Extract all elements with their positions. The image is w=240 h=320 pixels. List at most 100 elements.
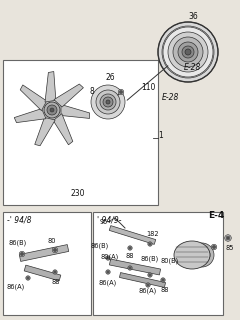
Circle shape [20,252,24,256]
Circle shape [173,37,203,67]
Circle shape [185,49,191,55]
Polygon shape [24,265,61,281]
Text: 95: 95 [100,219,108,225]
Circle shape [162,279,164,281]
Circle shape [26,276,30,280]
Circle shape [198,251,206,259]
Circle shape [21,253,23,255]
Circle shape [226,236,230,240]
Text: 86(A): 86(A) [7,283,25,290]
Polygon shape [120,273,166,287]
Circle shape [225,235,231,241]
Circle shape [52,247,58,253]
Circle shape [54,249,56,251]
Circle shape [27,277,29,279]
Circle shape [163,27,213,77]
Text: 80: 80 [48,238,56,244]
Text: 8: 8 [90,87,94,96]
Circle shape [128,246,132,250]
Text: E-4: E-4 [208,211,224,220]
Circle shape [158,22,218,82]
Circle shape [149,274,151,276]
Circle shape [190,243,214,267]
Circle shape [120,91,122,93]
Circle shape [103,97,113,107]
Circle shape [178,42,198,62]
Circle shape [107,257,109,259]
Circle shape [148,242,152,246]
Text: 110: 110 [141,83,155,92]
Circle shape [194,247,210,263]
Circle shape [100,94,116,110]
Text: 80(A): 80(A) [101,253,119,260]
Circle shape [161,278,165,282]
Text: 86(B): 86(B) [9,239,27,245]
Polygon shape [20,85,47,111]
Circle shape [211,244,217,250]
Bar [93,212,223,315]
Polygon shape [14,108,46,123]
Circle shape [149,243,151,245]
Text: 86(B): 86(B) [91,242,109,249]
Polygon shape [54,84,84,107]
Circle shape [96,90,120,114]
Circle shape [47,105,57,115]
Polygon shape [45,72,56,102]
Bar [3,60,158,205]
Circle shape [128,266,132,270]
Circle shape [53,248,57,252]
Circle shape [227,237,229,239]
Circle shape [50,108,54,112]
Circle shape [120,91,123,94]
Polygon shape [19,244,69,261]
Text: ' 94/9-: ' 94/9- [97,215,121,224]
Text: 86(A): 86(A) [139,287,157,293]
Text: 36: 36 [188,12,198,21]
Circle shape [213,246,215,248]
Text: 1: 1 [158,131,163,140]
Circle shape [162,279,164,281]
Circle shape [147,284,149,285]
Circle shape [106,100,110,104]
Text: 26: 26 [105,73,115,82]
Text: 88: 88 [126,253,134,259]
Circle shape [129,247,131,249]
Circle shape [53,270,57,274]
Text: 86(A): 86(A) [99,279,117,285]
Circle shape [27,277,29,279]
Circle shape [146,283,150,287]
Text: 88: 88 [161,287,169,293]
Text: 230: 230 [71,189,85,198]
Polygon shape [109,226,156,244]
Circle shape [54,271,56,273]
Bar [3,212,91,315]
Circle shape [54,271,56,273]
Circle shape [106,270,110,274]
Circle shape [107,271,109,273]
Polygon shape [109,259,161,275]
Circle shape [148,273,152,277]
Polygon shape [53,114,73,145]
Polygon shape [61,105,90,118]
Circle shape [212,245,216,249]
Circle shape [106,256,110,260]
Ellipse shape [174,241,210,269]
Polygon shape [35,117,55,146]
Text: 182: 182 [147,231,159,237]
Text: 85: 85 [226,245,234,251]
Circle shape [40,98,64,122]
Text: 80(B): 80(B) [161,258,179,265]
Text: E-28: E-28 [162,93,179,102]
Text: E-28: E-28 [184,63,201,72]
Circle shape [129,247,131,249]
Circle shape [44,102,60,118]
Circle shape [168,32,208,72]
Circle shape [118,89,124,95]
Circle shape [91,85,125,119]
Text: 88: 88 [52,279,60,285]
Circle shape [19,251,25,257]
Circle shape [129,267,131,269]
Text: -' 94/8: -' 94/8 [7,215,31,224]
Circle shape [147,284,149,286]
Text: 86(B): 86(B) [141,255,159,261]
